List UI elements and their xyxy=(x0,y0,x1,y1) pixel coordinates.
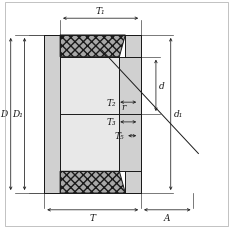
Text: T₂: T₂ xyxy=(106,98,116,107)
Text: D: D xyxy=(0,110,8,119)
Text: T₅: T₅ xyxy=(114,132,124,141)
Text: D₁: D₁ xyxy=(12,110,22,119)
Polygon shape xyxy=(60,36,125,57)
Bar xyxy=(119,57,141,172)
Bar xyxy=(44,36,141,193)
Text: r: r xyxy=(62,39,66,48)
Text: d₁: d₁ xyxy=(173,110,182,119)
Bar xyxy=(125,36,141,57)
Text: A: A xyxy=(163,213,170,222)
Text: T₃: T₃ xyxy=(106,118,116,127)
Text: T₁: T₁ xyxy=(95,7,105,16)
Bar xyxy=(60,57,119,172)
Text: r: r xyxy=(121,102,125,111)
Text: d: d xyxy=(158,82,164,90)
Bar xyxy=(125,172,141,193)
Polygon shape xyxy=(60,172,125,193)
Text: T: T xyxy=(89,213,95,222)
Bar xyxy=(44,36,60,193)
